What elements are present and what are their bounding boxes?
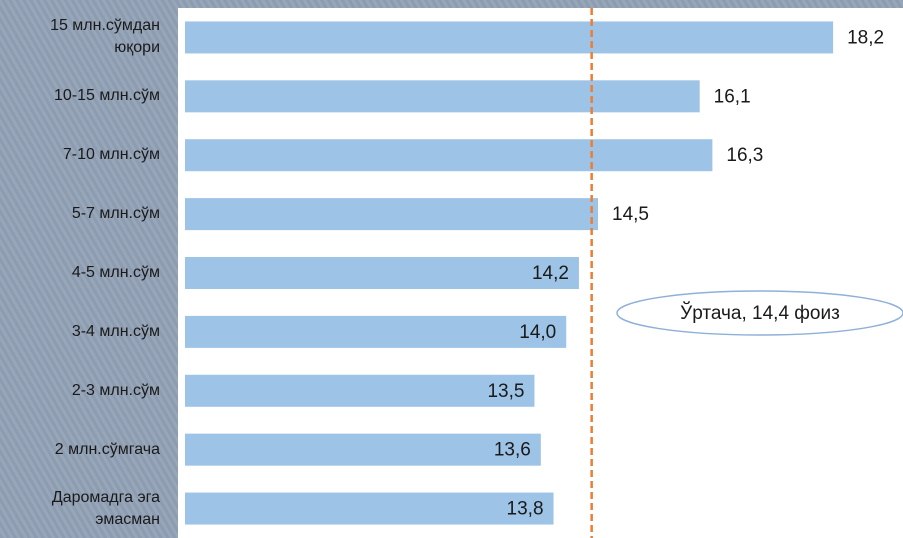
annotation: Ўртача, 14,4 фоиз — [680, 302, 840, 324]
bar — [185, 21, 834, 54]
bar — [185, 492, 554, 525]
category-label: 10-15 млн.сўм — [54, 87, 160, 105]
category-label: 4-5 млн.сўм — [71, 264, 160, 281]
value-label: 14,5 — [612, 204, 649, 225]
bar — [185, 80, 700, 113]
annotation-bubble — [616, 290, 903, 336]
value-label: 13,5 — [487, 381, 524, 402]
value-label: 16,1 — [714, 86, 751, 107]
bar — [185, 433, 541, 466]
bar — [185, 374, 535, 407]
bar — [185, 315, 567, 348]
value-label: 13,6 — [494, 440, 531, 461]
value-label: 14,2 — [532, 263, 569, 284]
bar — [185, 198, 599, 231]
category-label: 15 млн.сўмдан юқори — [50, 17, 160, 57]
value-label: 14,0 — [519, 322, 556, 343]
value-label: 16,3 — [726, 145, 763, 166]
bar — [185, 257, 579, 289]
category-label: 2 млн.сўмгача — [54, 440, 160, 458]
category-label: 3-4 млн.сўм — [71, 322, 160, 340]
category-label: 5-7 млн.сўм — [71, 205, 160, 223]
value-label: 13,8 — [507, 499, 544, 520]
category-label: 7-10 млн.сўм — [62, 146, 160, 164]
category-label: 2-3 млн.сўм — [71, 381, 160, 399]
value-label: 18,2 — [847, 27, 884, 48]
category-label: Даромадга эга эмасман — [51, 488, 160, 528]
bar — [185, 139, 713, 172]
